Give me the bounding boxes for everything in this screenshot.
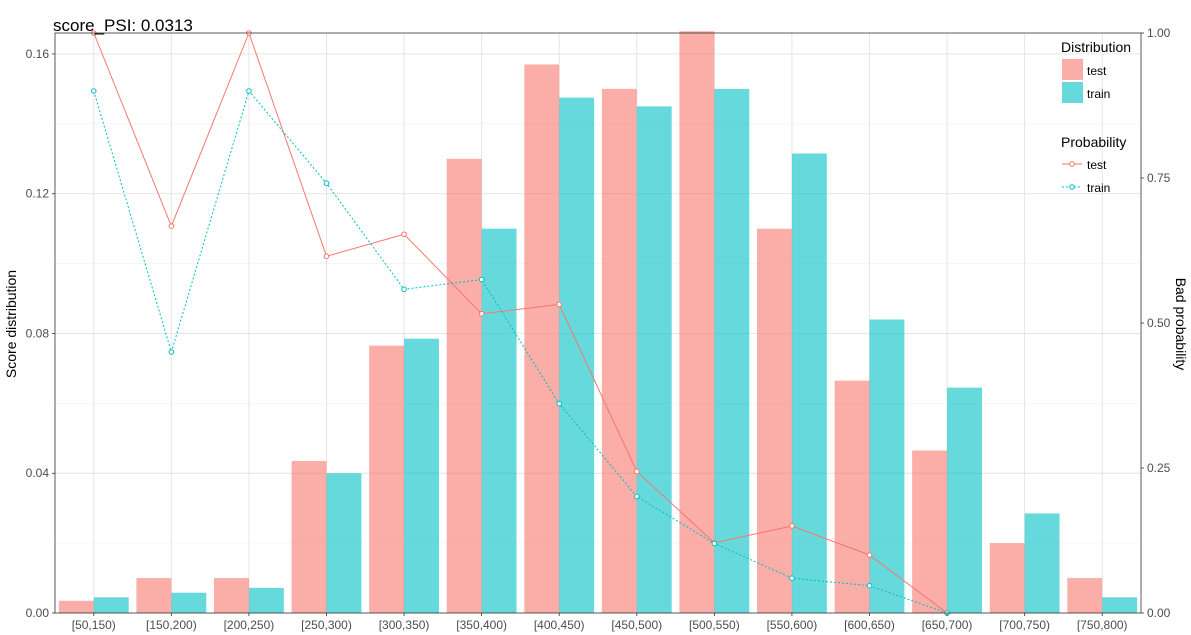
- x-tick-label: [550,600): [767, 618, 818, 632]
- x-tick-label: [400,450): [534, 618, 585, 632]
- y-axis-title: Score distribution: [3, 270, 19, 378]
- bar-train-13: [1102, 597, 1138, 613]
- bar-test-9: [757, 228, 792, 613]
- legend-key-test-point: [1069, 161, 1075, 167]
- x-tick-label: [600,650): [844, 618, 895, 632]
- probability-point-train-10: [866, 582, 873, 589]
- bar-train-11: [947, 387, 982, 613]
- x-tick-label: [450,500): [611, 618, 662, 632]
- bar-train-0: [93, 597, 129, 613]
- x-tick-label: [350,400): [456, 618, 507, 632]
- probability-point-test-7: [633, 468, 640, 475]
- bar-train-8: [714, 88, 750, 613]
- bar-train-10: [869, 319, 905, 613]
- bar-test-6: [524, 64, 560, 613]
- bar-train-6: [559, 97, 595, 614]
- x-tick-label: [200,250): [224, 618, 275, 632]
- legend-key-train-bar: [1062, 82, 1083, 103]
- probability-point-test-4: [401, 231, 407, 238]
- bar-test-4: [369, 345, 405, 613]
- x-tick-label: [50,150): [72, 618, 116, 632]
- x-tick-label: [500,550): [689, 618, 740, 632]
- bar-train-3: [326, 473, 362, 613]
- probability-point-train-3: [323, 180, 330, 187]
- bar-train-2: [248, 587, 284, 613]
- x-tick-label: [700,750): [999, 618, 1050, 632]
- bar-test-8: [679, 31, 715, 614]
- probability-point-test-3: [323, 253, 330, 260]
- bar-test-13: [1067, 578, 1103, 613]
- bar-test-5: [446, 158, 482, 613]
- probability-point-train-8: [711, 540, 718, 547]
- x-tick-label: [250,300): [301, 618, 352, 632]
- probability-line-test: [93, 31, 948, 614]
- bar-test-0: [58, 600, 94, 613]
- legend-label-test-bar: test: [1087, 64, 1107, 78]
- probability-point-test-10: [866, 552, 873, 558]
- bar-train-1: [171, 592, 207, 613]
- probability-point-test-1: [168, 223, 175, 229]
- x-tick-label: [650,700): [922, 618, 973, 632]
- x-tick-label: [150,200): [146, 618, 197, 632]
- bar-test-12: [989, 543, 1025, 613]
- probability-point-test-5: [478, 310, 485, 317]
- bar-train-7: [636, 106, 672, 613]
- legend: Distribution test train Probability test…: [1061, 39, 1131, 195]
- y2-axis-title: Bad probability: [1173, 278, 1189, 371]
- y-tick-label: 0.08: [26, 326, 50, 340]
- probability-point-train-0: [90, 88, 97, 94]
- legend-label-train-line: train: [1087, 181, 1110, 195]
- bar-test-1: [136, 578, 172, 613]
- bar-train-12: [1024, 513, 1060, 613]
- probability-point-train-1: [168, 349, 175, 355]
- x-tick-label: [750,800): [1077, 618, 1128, 632]
- probability-point-test-6: [556, 301, 563, 308]
- probability-point-train-5: [478, 276, 485, 283]
- legend-title-distribution: Distribution: [1061, 39, 1131, 55]
- bar-test-2: [214, 578, 249, 613]
- legend-key-train-point: [1069, 184, 1075, 190]
- bar-test-7: [601, 88, 637, 613]
- probability-point-test-9: [789, 523, 795, 529]
- bar-train-9: [791, 153, 827, 613]
- axes: 0.00 0.04 0.08 0.12 0.16 0.00 0.25 0.50 0.75 1.00…: [26, 26, 1171, 632]
- bars: [58, 31, 1138, 614]
- y-tick-label: 0.12: [26, 187, 50, 201]
- probability-point-train-2: [246, 88, 252, 94]
- bar-train-4: [404, 338, 439, 613]
- y2-tick-label: 0.00: [1147, 606, 1171, 620]
- x-tick-label: [300,350): [379, 618, 430, 632]
- y-tick-label: 0.04: [26, 466, 50, 480]
- probability-point-train-7: [633, 493, 640, 500]
- y-tick-label: 0.00: [26, 606, 50, 620]
- y-tick-label: 0.16: [26, 47, 50, 61]
- legend-key-test-bar: [1062, 59, 1083, 80]
- y2-tick-label: 0.50: [1147, 316, 1171, 330]
- bar-test-3: [291, 461, 327, 613]
- bar-test-11: [912, 450, 948, 613]
- bar-test-10: [834, 380, 870, 613]
- legend-label-test-line: test: [1087, 158, 1107, 172]
- y2-tick-label: 0.25: [1147, 461, 1171, 475]
- probability-point-train-4: [401, 286, 407, 293]
- probability-point-train-6: [556, 400, 563, 407]
- y2-tick-label: 0.75: [1147, 171, 1171, 185]
- bar-train-5: [481, 228, 517, 613]
- legend-title-probability: Probability: [1061, 134, 1126, 150]
- y2-tick-label: 1.00: [1147, 26, 1171, 40]
- probability-point-train-9: [789, 575, 795, 582]
- chart-title: score_PSI: 0.0313: [53, 16, 193, 35]
- legend-label-train-bar: train: [1087, 87, 1110, 101]
